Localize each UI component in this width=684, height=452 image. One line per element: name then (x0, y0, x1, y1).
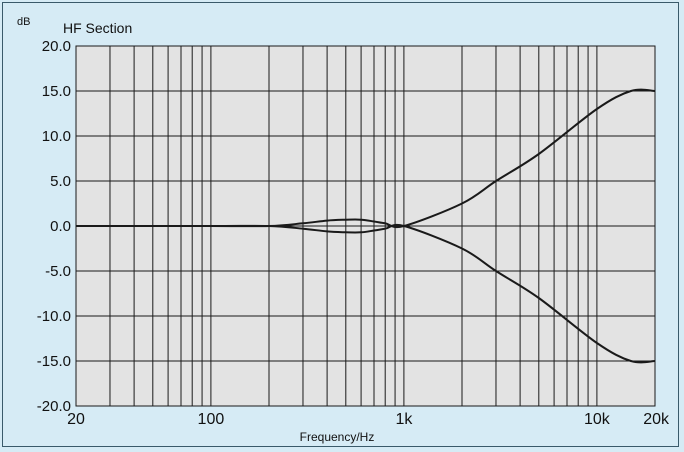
response-curves (75, 88, 656, 364)
horizontal-gridlines (76, 45, 655, 407)
x-axis-label: Frequency/Hz (300, 430, 375, 444)
x-tick-label: 20k (643, 411, 670, 428)
frequency-response-chart: 20.0 15.0 10.0 5.0 0.0 -5.0 -10.0 -15.0 -20.0 20… (17, 16, 670, 444)
y-tick-label: -20.0 (37, 398, 71, 415)
chart-frame: 20.0 15.0 10.0 5.0 0.0 -5.0 -10.0 -15.0 -20.0 20… (2, 2, 679, 447)
x-tick-label: 1k (395, 411, 413, 428)
y-tick-label: -10.0 (37, 308, 71, 325)
y-tick-label: 5.0 (50, 173, 71, 190)
y-tick-label: -5.0 (45, 263, 71, 280)
y-tick-label: 10.0 (42, 128, 71, 145)
y-tick-label: 20.0 (42, 38, 71, 55)
unit-label: dB (17, 16, 30, 28)
x-tick-label: 10k (584, 411, 611, 428)
x-tick-label: 20 (67, 411, 85, 428)
x-tick-label: 100 (198, 411, 225, 428)
cut-curve (75, 223, 656, 364)
y-tick-label: -15.0 (37, 353, 71, 370)
chart-title: HF Section (63, 20, 132, 36)
y-tick-label: 15.0 (42, 83, 71, 100)
y-tick-labels: 20.0 15.0 10.0 5.0 0.0 -5.0 -10.0 -15.0 -20.0 (37, 38, 71, 415)
x-tick-labels: 20 100 1k 10k 20k (67, 411, 670, 428)
y-tick-label: 0.0 (50, 218, 71, 235)
